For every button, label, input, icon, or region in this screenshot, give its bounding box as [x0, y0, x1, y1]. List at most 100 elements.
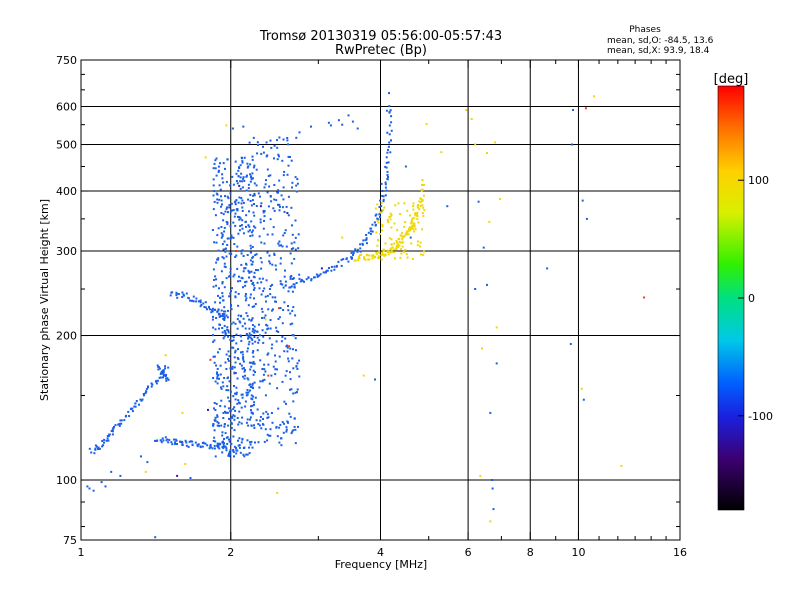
data-point-o — [251, 446, 254, 449]
data-point-o — [221, 177, 224, 180]
data-point-o — [340, 264, 343, 267]
data-point-o — [279, 423, 282, 426]
data-point-o — [486, 283, 488, 286]
data-point-o — [252, 360, 255, 363]
data-point-o — [162, 376, 164, 379]
data-point-other — [286, 212, 289, 214]
data-point-o — [240, 335, 242, 338]
data-point-o — [224, 332, 227, 335]
data-point-o — [238, 437, 241, 440]
data-point-o — [249, 389, 251, 392]
data-point-x — [403, 225, 406, 228]
data-point-o — [367, 231, 370, 234]
data-point-o — [138, 403, 140, 406]
data-point-o — [221, 381, 224, 384]
data-point-o — [266, 324, 269, 327]
data-point-o — [263, 219, 265, 222]
data-point-o — [224, 195, 226, 198]
data-point-o — [253, 403, 255, 406]
data-point-o — [359, 250, 362, 253]
data-point-o — [282, 309, 285, 311]
data-point-o — [165, 379, 168, 382]
data-point-o — [226, 326, 229, 329]
data-point-o — [289, 312, 292, 315]
data-point-o — [229, 438, 232, 441]
data-point-o — [273, 252, 276, 255]
data-point-o — [242, 356, 245, 359]
data-point-o — [220, 236, 223, 239]
data-point-o — [187, 445, 190, 448]
data-point-o — [217, 308, 220, 311]
data-point-o — [290, 262, 293, 265]
data-point-x — [406, 231, 409, 234]
data-point-o — [156, 439, 159, 442]
data-point-o — [227, 358, 229, 360]
data-point-o — [236, 318, 239, 321]
data-point-o — [267, 175, 270, 177]
data-point-o — [266, 233, 269, 236]
data-point-o — [245, 312, 248, 315]
data-point-x — [393, 248, 396, 251]
data-point-o — [280, 194, 283, 197]
data-point-x — [359, 254, 362, 256]
data-point-o — [260, 427, 263, 430]
data-point-o — [289, 347, 292, 350]
data-point-o — [294, 442, 297, 445]
x-tick-label: 4 — [377, 546, 384, 559]
data-point-o — [216, 368, 219, 370]
data-point-o — [244, 299, 247, 302]
data-point-o — [271, 263, 274, 266]
data-point-o — [294, 248, 297, 251]
data-point-o — [287, 195, 290, 198]
data-point-o — [257, 269, 260, 272]
data-point-o — [229, 449, 232, 452]
data-point-o — [241, 210, 244, 212]
data-point-o — [365, 234, 368, 236]
data-point-x — [372, 254, 375, 257]
data-point-o — [569, 343, 572, 345]
data-point-o — [235, 254, 238, 257]
data-point-o — [175, 439, 178, 442]
data-point-o — [243, 455, 246, 458]
data-point-x — [407, 230, 410, 233]
data-point-o — [164, 367, 167, 370]
data-point-o — [275, 199, 278, 202]
data-point-o — [295, 282, 298, 284]
data-point-o — [233, 371, 236, 374]
data-point-o — [271, 233, 274, 236]
data-point-o — [94, 444, 97, 447]
data-point-o — [150, 382, 153, 385]
data-point-o — [249, 229, 251, 232]
data-point-x — [412, 227, 415, 230]
data-point-o — [376, 217, 379, 220]
data-point-o — [242, 375, 244, 378]
data-point-o — [162, 370, 165, 373]
data-point-o — [215, 261, 218, 264]
data-point-x — [420, 253, 422, 256]
data-point-o — [237, 280, 239, 283]
data-point-o — [230, 427, 233, 429]
data-point-o — [292, 400, 295, 403]
data-point-o — [252, 355, 255, 358]
data-point-o — [278, 179, 281, 182]
data-point-o — [218, 327, 220, 330]
data-point-o — [240, 172, 243, 175]
data-point-o — [264, 428, 267, 431]
data-point-o — [246, 453, 249, 456]
data-point-o — [228, 450, 231, 453]
data-point-o — [255, 419, 258, 422]
data-point-o — [241, 186, 244, 189]
data-point-o — [227, 350, 230, 353]
data-point-o — [249, 193, 252, 196]
data-point-x — [406, 256, 409, 259]
colorbar-label: [deg] — [714, 72, 749, 87]
data-point-o — [250, 440, 253, 443]
y-tick-label: 500 — [56, 139, 77, 152]
data-point-x — [376, 252, 378, 255]
data-point-o — [286, 137, 289, 139]
data-point-o — [256, 336, 259, 339]
data-point-o — [266, 353, 269, 356]
data-point-o — [384, 186, 387, 189]
data-point-o — [313, 276, 316, 279]
data-point-o — [245, 280, 248, 283]
